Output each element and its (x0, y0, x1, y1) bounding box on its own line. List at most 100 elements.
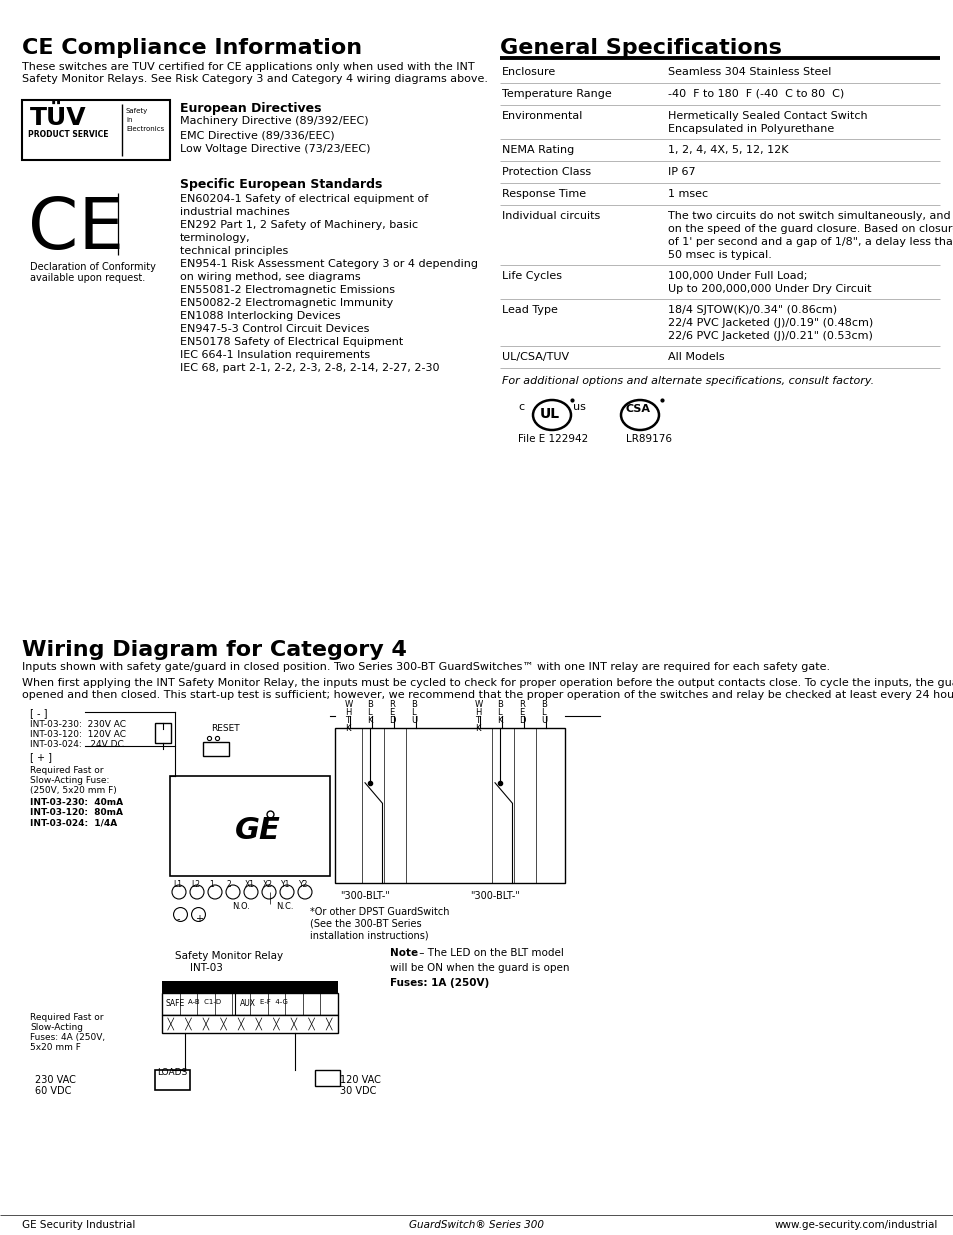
Text: 100,000 Under Full Load;: 100,000 Under Full Load; (667, 270, 806, 282)
Text: T: T (475, 716, 479, 725)
Text: All Models: All Models (667, 352, 724, 362)
Text: technical principles: technical principles (180, 246, 288, 256)
Bar (154, 1070, 190, 1091)
Text: 1 msec: 1 msec (667, 189, 707, 199)
Text: Up to 200,000,000 Under Dry Circuit: Up to 200,000,000 Under Dry Circuit (667, 284, 871, 294)
Bar (203, 742, 229, 756)
Text: B: B (367, 700, 373, 709)
Circle shape (172, 885, 186, 899)
Bar (154, 722, 171, 743)
Text: CE Compliance Information: CE Compliance Information (22, 38, 362, 58)
Text: EN60204-1 Safety of electrical equipment of: EN60204-1 Safety of electrical equipment… (180, 194, 428, 204)
Text: "300-BLT-": "300-BLT-" (339, 890, 390, 902)
Text: TÜV: TÜV (30, 106, 87, 130)
Text: www.ge-security.com/industrial: www.ge-security.com/industrial (774, 1220, 937, 1230)
Circle shape (226, 885, 240, 899)
Text: Y2: Y2 (298, 881, 308, 889)
Text: IEC 664-1 Insulation requirements: IEC 664-1 Insulation requirements (180, 350, 370, 359)
Text: D: D (389, 716, 395, 725)
Text: Slow-Acting Fuse:: Slow-Acting Fuse: (30, 776, 110, 785)
Text: Note: Note (390, 948, 417, 958)
Circle shape (280, 885, 294, 899)
Text: UL: UL (539, 408, 559, 421)
Text: EN954-1 Risk Assessment Category 3 or 4 depending: EN954-1 Risk Assessment Category 3 or 4 … (180, 259, 477, 269)
Circle shape (208, 885, 222, 899)
Circle shape (262, 885, 275, 899)
Text: These switches are TUV certified for CE applications only when used with the INT: These switches are TUV certified for CE … (22, 62, 475, 72)
Text: N.O.: N.O. (232, 902, 250, 911)
Text: Safety Monitor Relay: Safety Monitor Relay (174, 951, 283, 961)
Text: 2: 2 (227, 881, 232, 889)
Text: L: L (367, 708, 372, 718)
Text: Specific European Standards: Specific European Standards (180, 178, 382, 191)
Text: NEMA Rating: NEMA Rating (501, 144, 574, 156)
Bar (162, 981, 337, 993)
Text: Required Fast or: Required Fast or (30, 1013, 103, 1023)
Text: EMC Directive (89/336/EEC): EMC Directive (89/336/EEC) (180, 130, 335, 140)
Text: Y1: Y1 (281, 881, 290, 889)
Text: GE: GE (234, 816, 280, 845)
Text: Protection Class: Protection Class (501, 167, 591, 177)
Text: SAFE: SAFE (166, 999, 185, 1008)
Text: INT-03-024:   24V DC: INT-03-024: 24V DC (30, 740, 124, 748)
Text: IEC 68, part 2-1, 2-2, 2-3, 2-8, 2-14, 2-27, 2-30: IEC 68, part 2-1, 2-2, 2-3, 2-8, 2-14, 2… (180, 363, 439, 373)
Circle shape (244, 885, 257, 899)
Text: AUX: AUX (240, 999, 255, 1008)
Text: The two circuits do not switch simultaneously, and depend: The two circuits do not switch simultane… (667, 211, 953, 221)
Ellipse shape (620, 400, 659, 430)
Text: Seamless 304 Stainless Steel: Seamless 304 Stainless Steel (667, 67, 830, 77)
Text: PRODUCT SERVICE: PRODUCT SERVICE (28, 130, 109, 140)
Text: INT-03-024:  1/4A: INT-03-024: 1/4A (30, 818, 117, 827)
Text: Fuses: 4A (250V,: Fuses: 4A (250V, (30, 1032, 105, 1042)
Text: L: L (411, 708, 416, 718)
Text: INT-03-230:  40mA: INT-03-230: 40mA (30, 798, 123, 806)
Text: 18/4 SJTOW(K)/0.34" (0.86cm): 18/4 SJTOW(K)/0.34" (0.86cm) (667, 305, 836, 315)
Text: H: H (475, 708, 481, 718)
Text: R: R (518, 700, 524, 709)
Text: terminology,: terminology, (180, 233, 251, 243)
Circle shape (297, 885, 312, 899)
Text: [ + ]: [ + ] (30, 752, 52, 762)
Bar (162, 993, 337, 1015)
Text: EN50178 Safety of Electrical Equipment: EN50178 Safety of Electrical Equipment (180, 337, 403, 347)
Bar (170, 776, 330, 876)
Text: (250V, 5x20 mm F): (250V, 5x20 mm F) (30, 785, 116, 795)
Text: Response Time: Response Time (501, 189, 585, 199)
Text: UL/CSA/TUV: UL/CSA/TUV (501, 352, 569, 362)
Text: General Specifications: General Specifications (499, 38, 781, 58)
Text: INT-03-120:  120V AC: INT-03-120: 120V AC (30, 730, 126, 739)
Text: 30 VDC: 30 VDC (339, 1086, 376, 1095)
Text: "300-BLT-": "300-BLT-" (470, 890, 519, 902)
Text: OUTPUTS: OUTPUTS (232, 971, 276, 981)
Text: R: R (389, 700, 395, 709)
Text: -: - (177, 914, 180, 924)
Text: W: W (345, 700, 353, 709)
Text: Low Voltage Directive (73/23/EEC): Low Voltage Directive (73/23/EEC) (180, 144, 370, 154)
Text: of 1' per second and a gap of 1/8", a delay less than: of 1' per second and a gap of 1/8", a de… (667, 237, 953, 247)
Text: N.C.: N.C. (275, 902, 294, 911)
Text: Lead Type: Lead Type (501, 305, 558, 315)
Text: X2: X2 (263, 881, 273, 889)
Text: 1: 1 (209, 881, 213, 889)
Text: GE Security Industrial: GE Security Industrial (22, 1220, 135, 1230)
Circle shape (190, 885, 204, 899)
Text: 22/4 PVC Jacketed (J)/0.19" (0.48cm): 22/4 PVC Jacketed (J)/0.19" (0.48cm) (667, 317, 872, 329)
Text: Life Cycles: Life Cycles (501, 270, 561, 282)
Text: Wiring Diagram for Category 4: Wiring Diagram for Category 4 (22, 640, 406, 659)
Text: opened and then closed. This start-up test is sufficient; however, we recommend : opened and then closed. This start-up te… (22, 690, 953, 700)
Text: RESET: RESET (211, 724, 239, 734)
Text: U: U (411, 716, 416, 725)
Text: LOADS: LOADS (157, 1068, 187, 1077)
Text: 5x20 mm F: 5x20 mm F (30, 1044, 81, 1052)
Text: available upon request.: available upon request. (30, 273, 145, 283)
Text: File E 122942: File E 122942 (517, 433, 588, 445)
Text: Required Fast or: Required Fast or (30, 766, 103, 776)
Text: Inputs shown with safety gate/guard in closed position. Two Series 300-BT GuardS: Inputs shown with safety gate/guard in c… (22, 662, 829, 672)
Text: Fuses: 1A (250V): Fuses: 1A (250V) (390, 978, 489, 988)
Text: 230 VAC: 230 VAC (35, 1074, 76, 1086)
Text: GuardSwitch® Series 300: GuardSwitch® Series 300 (409, 1220, 544, 1230)
Text: Slow-Acting: Slow-Acting (30, 1023, 83, 1032)
Text: CSA: CSA (625, 404, 650, 414)
Text: c: c (517, 403, 523, 412)
Text: INT-03-120:  80mA: INT-03-120: 80mA (30, 808, 123, 818)
